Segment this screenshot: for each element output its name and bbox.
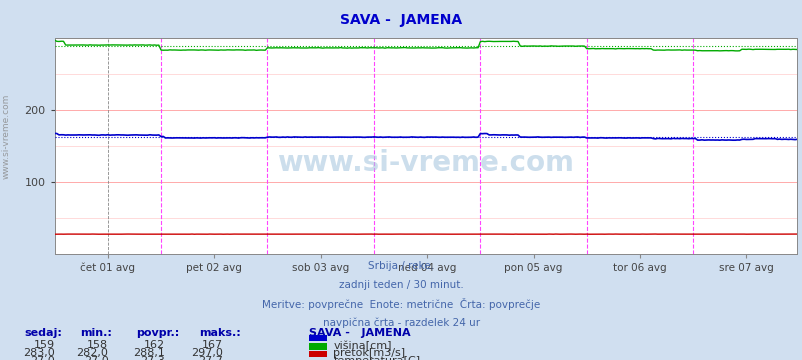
Text: 158: 158 xyxy=(87,340,108,350)
Text: SAVA -  JAMENA: SAVA - JAMENA xyxy=(340,13,462,27)
Text: www.si-vreme.com: www.si-vreme.com xyxy=(2,94,11,180)
Text: pretok[m3/s]: pretok[m3/s] xyxy=(333,348,405,359)
Text: Srbija / reke.: Srbija / reke. xyxy=(368,261,434,271)
Text: SAVA -   JAMENA: SAVA - JAMENA xyxy=(309,328,411,338)
Text: maks.:: maks.: xyxy=(199,328,241,338)
Text: min.:: min.: xyxy=(80,328,112,338)
Text: višina[cm]: višina[cm] xyxy=(333,340,391,351)
Text: 159: 159 xyxy=(34,340,55,350)
Text: navpična črta - razdelek 24 ur: navpična črta - razdelek 24 ur xyxy=(322,317,480,328)
Text: 27,0: 27,0 xyxy=(30,356,55,360)
Text: 282,0: 282,0 xyxy=(76,348,108,359)
Text: 27,3: 27,3 xyxy=(140,356,164,360)
Text: 283,0: 283,0 xyxy=(22,348,55,359)
Text: 167: 167 xyxy=(202,340,223,350)
Text: Meritve: povprečne  Enote: metrične  Črta: povprečje: Meritve: povprečne Enote: metrične Črta:… xyxy=(262,298,540,310)
Text: sedaj:: sedaj: xyxy=(24,328,62,338)
Text: temperatura[C]: temperatura[C] xyxy=(333,356,419,360)
Text: 297,0: 297,0 xyxy=(191,348,223,359)
Text: 27,7: 27,7 xyxy=(198,356,223,360)
Text: povpr.:: povpr.: xyxy=(136,328,180,338)
Text: 162: 162 xyxy=(144,340,164,350)
Text: zadnji teden / 30 minut.: zadnji teden / 30 minut. xyxy=(338,280,464,290)
Text: 27,0: 27,0 xyxy=(83,356,108,360)
Text: www.si-vreme.com: www.si-vreme.com xyxy=(277,149,573,177)
Text: 288,1: 288,1 xyxy=(132,348,164,359)
